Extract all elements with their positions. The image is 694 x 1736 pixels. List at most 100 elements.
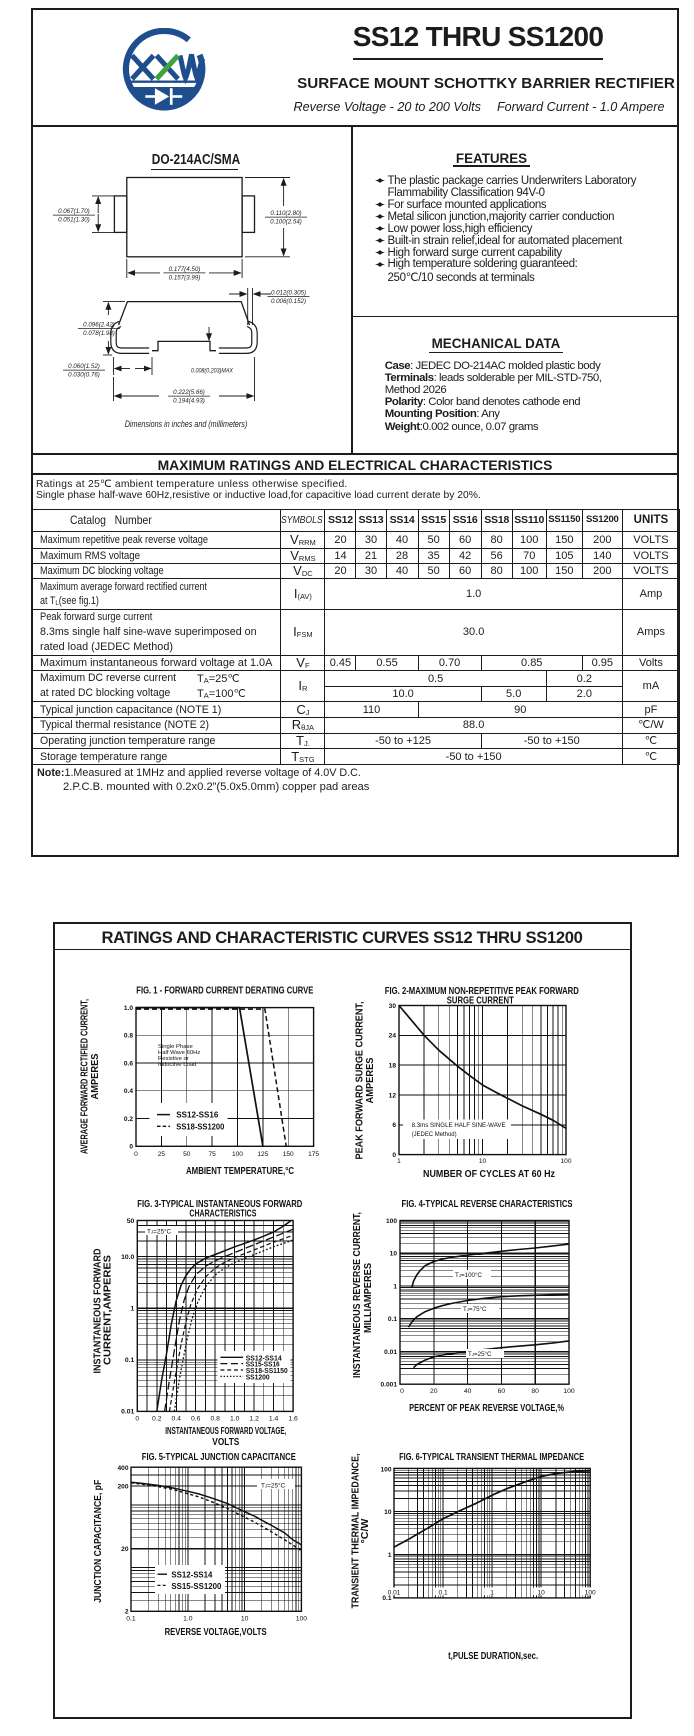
svg-text:150: 150 bbox=[283, 1151, 294, 1158]
svg-text:0.2: 0.2 bbox=[124, 1116, 133, 1123]
svg-text:18: 18 bbox=[389, 1062, 397, 1069]
svg-text:1: 1 bbox=[393, 1283, 397, 1290]
svg-text:FIG. 4-TYPICAL REVERSE CHARACT: FIG. 4-TYPICAL REVERSE CHARACTERISTICS bbox=[402, 1198, 573, 1210]
svg-text:Half Wave 60Hz: Half Wave 60Hz bbox=[158, 1050, 200, 1056]
svg-text:0.157(3.99): 0.157(3.99) bbox=[169, 275, 201, 282]
svg-text:20: 20 bbox=[121, 1546, 129, 1553]
svg-text:20: 20 bbox=[430, 1388, 438, 1395]
svg-text:CHARACTERISTICS: CHARACTERISTICS bbox=[189, 1208, 256, 1220]
svg-text:10: 10 bbox=[390, 1251, 398, 1258]
svg-text:1: 1 bbox=[397, 1158, 401, 1165]
svg-text:PEAK FORWARD SURGE CURRENT,: PEAK FORWARD SURGE CURRENT, bbox=[355, 1001, 366, 1159]
svg-text:0.001: 0.001 bbox=[380, 1382, 397, 1389]
svg-text:VOLTS: VOLTS bbox=[212, 1437, 239, 1448]
svg-text:6: 6 bbox=[392, 1122, 396, 1129]
svg-text:SS18-SS1150: SS18-SS1150 bbox=[246, 1368, 288, 1375]
svg-text:SURGE CURRENT: SURGE CURRENT bbox=[447, 995, 514, 1007]
svg-text:0.4: 0.4 bbox=[172, 1415, 182, 1422]
svg-text:Resistive or: Resistive or bbox=[158, 1056, 189, 1062]
svg-text:40: 40 bbox=[464, 1388, 472, 1395]
svg-text:FIG. 6-TYPICAL TRANSIENT THERM: FIG. 6-TYPICAL TRANSIENT THERMAL IMPEDAN… bbox=[399, 1451, 584, 1463]
svg-text:0.030(0.76): 0.030(0.76) bbox=[68, 372, 100, 379]
svg-text:100: 100 bbox=[296, 1615, 308, 1622]
svg-text:Inductive Load: Inductive Load bbox=[158, 1062, 196, 1068]
svg-text:INSTANTANEOUS REVERSE CURRENT,: INSTANTANEOUS REVERSE CURRENT, bbox=[352, 1212, 363, 1378]
svg-text:0: 0 bbox=[134, 1151, 138, 1158]
svg-text:50: 50 bbox=[183, 1151, 191, 1158]
svg-text:0.1: 0.1 bbox=[125, 1357, 135, 1364]
svg-text:1.0: 1.0 bbox=[183, 1615, 193, 1622]
svg-text:0.222(5.66): 0.222(5.66) bbox=[173, 389, 205, 396]
svg-text:400: 400 bbox=[117, 1465, 128, 1472]
svg-text:SS12-SS14: SS12-SS14 bbox=[171, 1570, 213, 1579]
svg-text:100: 100 bbox=[232, 1151, 243, 1158]
svg-text:125: 125 bbox=[257, 1151, 268, 1158]
svg-text:SS15-SS16: SS15-SS16 bbox=[246, 1362, 280, 1369]
svg-text:1.0: 1.0 bbox=[124, 1005, 133, 1012]
svg-text:0: 0 bbox=[129, 1144, 133, 1151]
svg-text:0.051(1.30): 0.051(1.30) bbox=[58, 217, 90, 224]
svg-text:0.008(0.203)MAX: 0.008(0.203)MAX bbox=[191, 367, 234, 374]
svg-text:24: 24 bbox=[389, 1033, 397, 1040]
svg-text:10: 10 bbox=[479, 1158, 487, 1165]
svg-text:PERCENT OF PEAK REVERSE VOLTAG: PERCENT OF PEAK REVERSE VOLTAGE,% bbox=[409, 1403, 564, 1414]
svg-text:0.006(0.152): 0.006(0.152) bbox=[271, 298, 306, 305]
svg-text:TJ=100°C: TJ=100°C bbox=[455, 1272, 482, 1279]
svg-text:2: 2 bbox=[125, 1609, 129, 1616]
svg-text:AMBIENT TEMPERATURE,°C: AMBIENT TEMPERATURE,°C bbox=[186, 1166, 294, 1177]
svg-text:60: 60 bbox=[498, 1388, 506, 1395]
svg-text:0.067(1.70): 0.067(1.70) bbox=[58, 208, 90, 215]
svg-text:1.2: 1.2 bbox=[249, 1415, 259, 1422]
svg-text:INSTANTANEOUS FORWARD VOLTAGE,: INSTANTANEOUS FORWARD VOLTAGE, bbox=[165, 1426, 286, 1437]
svg-text:30: 30 bbox=[389, 1003, 397, 1010]
svg-text:0.01: 0.01 bbox=[121, 1409, 134, 1416]
svg-text:AVERAGE FORWARD RECTIFIED CURR: AVERAGE FORWARD RECTIFIED CURRENT, bbox=[80, 999, 91, 1154]
svg-text:1: 1 bbox=[490, 1589, 494, 1596]
svg-text:10: 10 bbox=[241, 1615, 249, 1622]
svg-text:200: 200 bbox=[117, 1483, 128, 1490]
svg-text:0: 0 bbox=[135, 1415, 139, 1422]
svg-text:12: 12 bbox=[389, 1092, 397, 1099]
svg-text:FIG. 2-MAXIMUM NON-REPETITIVE: FIG. 2-MAXIMUM NON-REPETITIVE PEAK FORWA… bbox=[385, 985, 579, 997]
svg-text:t,PULSE DURATION,sec.: t,PULSE DURATION,sec. bbox=[448, 1651, 538, 1662]
svg-text:SS18-SS1200: SS18-SS1200 bbox=[176, 1121, 224, 1131]
svg-text:0.110(2.80): 0.110(2.80) bbox=[270, 210, 301, 217]
svg-text:TRANSIENT THERMAL IMPEDANCE,: TRANSIENT THERMAL IMPEDANCE, bbox=[351, 1453, 362, 1608]
svg-text:FIG. 1 - FORWARD CURRENT DERAT: FIG. 1 - FORWARD CURRENT DERATING CURVE bbox=[136, 985, 313, 997]
svg-text:0.8: 0.8 bbox=[124, 1033, 133, 1040]
svg-text:80: 80 bbox=[531, 1388, 539, 1395]
svg-text:JUNCTION CAPACITANCE, pF: JUNCTION CAPACITANCE, pF bbox=[93, 1480, 104, 1603]
svg-text:0.1: 0.1 bbox=[126, 1615, 136, 1622]
svg-text:1: 1 bbox=[388, 1552, 392, 1559]
svg-text:NUMBER OF CYCLES AT 60 Hz: NUMBER OF CYCLES AT 60 Hz bbox=[423, 1169, 555, 1180]
svg-text:0.078(1.98): 0.078(1.98) bbox=[83, 330, 115, 337]
svg-text:1.4: 1.4 bbox=[269, 1415, 279, 1422]
svg-text:10: 10 bbox=[537, 1589, 545, 1596]
svg-text:10: 10 bbox=[384, 1509, 392, 1516]
svg-text:0.100(2.54): 0.100(2.54) bbox=[270, 219, 302, 226]
svg-text:REVERSE VOLTAGE,VOLTS: REVERSE VOLTAGE,VOLTS bbox=[165, 1627, 267, 1638]
svg-text:0: 0 bbox=[392, 1152, 396, 1159]
svg-text:FIG. 3-TYPICAL INSTANTANEOUS F: FIG. 3-TYPICAL INSTANTANEOUS FORWARD bbox=[137, 1198, 302, 1210]
svg-text:INSTANTANEOUS FORWARD: INSTANTANEOUS FORWARD bbox=[93, 1249, 104, 1374]
svg-text:75: 75 bbox=[208, 1151, 216, 1158]
svg-text:SS12-SS14: SS12-SS14 bbox=[246, 1355, 282, 1362]
svg-text:°C/W: °C/W bbox=[360, 1518, 371, 1543]
svg-text:100: 100 bbox=[386, 1218, 397, 1225]
svg-text:0.8: 0.8 bbox=[210, 1415, 220, 1422]
svg-text:8.3ms SINGLE HALF SINE-WAVE: 8.3ms SINGLE HALF SINE-WAVE bbox=[412, 1122, 506, 1129]
svg-text:SS15-SS1200: SS15-SS1200 bbox=[171, 1582, 222, 1591]
svg-text:100: 100 bbox=[380, 1466, 391, 1473]
svg-text:MILLIAMPERES: MILLIAMPERES bbox=[363, 1263, 374, 1333]
svg-text:SS1200: SS1200 bbox=[246, 1374, 270, 1381]
svg-text:0.060(1.52): 0.060(1.52) bbox=[68, 363, 100, 370]
svg-text:CURRENT,AMPERES: CURRENT,AMPERES bbox=[103, 1255, 114, 1365]
svg-text:TJ=25°C: TJ=25°C bbox=[468, 1351, 492, 1358]
svg-text:0.01: 0.01 bbox=[388, 1589, 401, 1596]
svg-text:0.194(4.93): 0.194(4.93) bbox=[173, 398, 205, 405]
svg-text:1.0: 1.0 bbox=[230, 1415, 240, 1422]
svg-text:0.096(2.42): 0.096(2.42) bbox=[83, 322, 115, 329]
svg-text:TJ=25°C: TJ=25°C bbox=[261, 1482, 286, 1490]
svg-text:(JEDEC Method): (JEDEC Method) bbox=[412, 1131, 457, 1138]
svg-text:100: 100 bbox=[585, 1589, 596, 1596]
